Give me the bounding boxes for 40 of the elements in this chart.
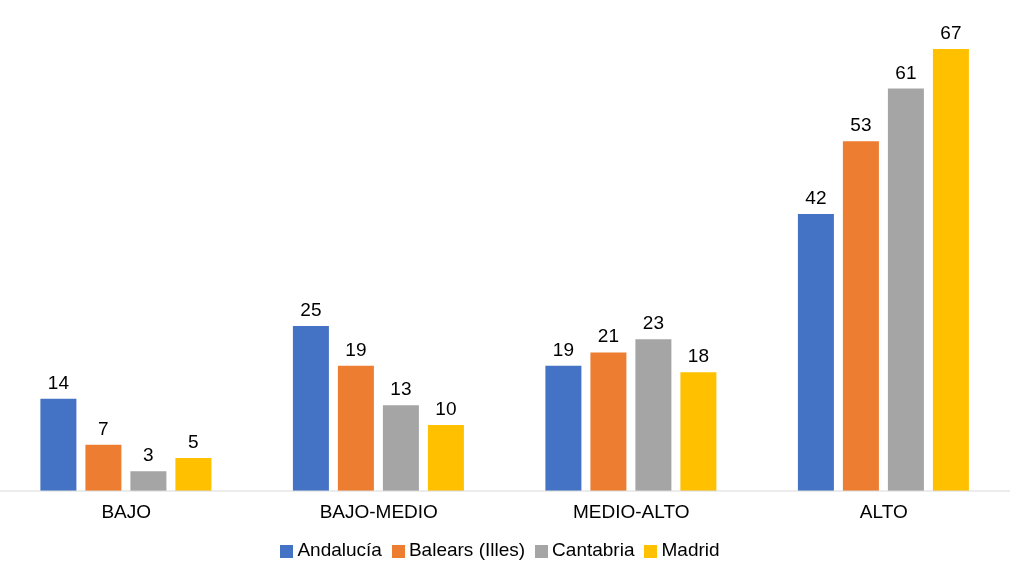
bar	[842, 141, 879, 491]
bar	[680, 372, 717, 491]
x-tick-label: MEDIO-ALTO	[573, 501, 690, 523]
data-label: 42	[805, 186, 827, 208]
data-label: 13	[390, 378, 412, 400]
data-label: 19	[345, 338, 367, 360]
bar	[85, 444, 122, 491]
legend-label: Balears (Illes)	[408, 539, 526, 560]
bar	[130, 471, 167, 491]
data-label: 53	[850, 114, 872, 136]
data-label: 18	[687, 345, 709, 367]
bar	[175, 458, 212, 491]
data-label: 19	[552, 338, 574, 360]
bar	[40, 398, 77, 491]
bar	[427, 425, 464, 491]
data-label: 21	[597, 325, 619, 347]
bar	[337, 365, 374, 491]
data-label: 61	[895, 61, 917, 83]
x-tick-label: BAJO-MEDIO	[319, 501, 438, 523]
bar	[797, 213, 834, 491]
legend-label: Madrid	[661, 539, 720, 560]
data-label: 14	[47, 371, 70, 393]
data-label: 67	[940, 22, 962, 43]
x-tick-label: BAJO	[101, 501, 152, 523]
data-label: 25	[300, 299, 322, 321]
bar	[292, 326, 329, 491]
data-label: 10	[435, 398, 457, 420]
data-label: 23	[642, 312, 664, 334]
legend-label: Andalucía	[297, 539, 382, 560]
legend-label: Cantabria	[552, 539, 635, 560]
data-label: 7	[98, 417, 109, 439]
bar	[932, 49, 969, 491]
bar	[382, 405, 419, 491]
bar	[887, 88, 924, 491]
data-label: 5	[188, 431, 199, 453]
bar	[545, 365, 582, 491]
x-tick-label: ALTO	[859, 501, 908, 523]
data-label: 3	[143, 444, 154, 466]
bar	[635, 339, 672, 491]
bar	[590, 352, 627, 491]
